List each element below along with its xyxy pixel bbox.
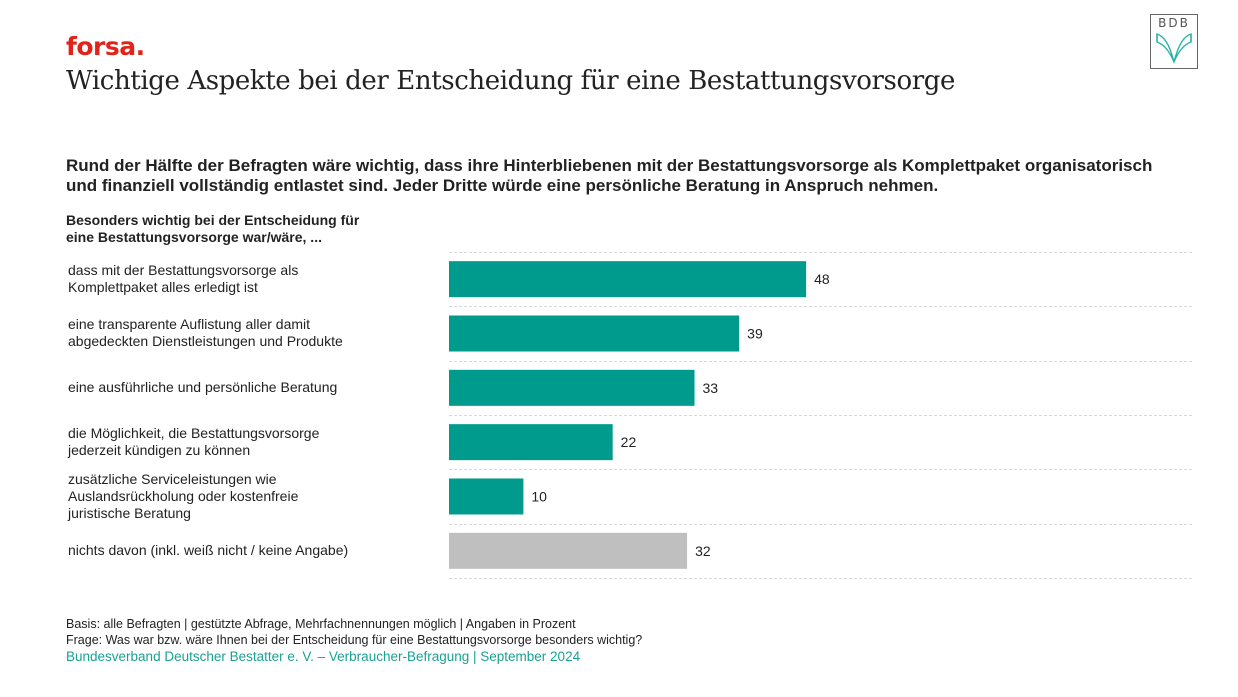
footer-question: Frage: Was war bzw. wäre Ihnen bei der E…: [66, 633, 643, 647]
footer-source: Bundesverband Deutscher Bestatter e. V. …: [66, 649, 581, 664]
bdb-logo: BDB: [1150, 14, 1198, 69]
category-label: dass mit der Bestattungsvorsorge als Komp…: [68, 252, 438, 306]
bar: [449, 424, 613, 461]
category-label-line: die Möglichkeit, die Bestattungsvorsorge: [68, 425, 320, 442]
headline: Rund der Hälfte der Befragten wäre wicht…: [66, 156, 1153, 195]
bar: [449, 315, 740, 352]
data-label: 10: [531, 488, 547, 504]
data-label: 32: [695, 543, 711, 559]
data-label: 39: [747, 325, 763, 341]
chart-subheading: Besonders wichtig bei der Entscheidung f…: [66, 212, 359, 246]
category-label-line: Komplettpaket alles erledigt ist: [68, 279, 258, 296]
category-label: die Möglichkeit, die Bestattungsvorsorge…: [68, 415, 438, 469]
footer-basis: Basis: alle Befragten | gestützte Abfrag…: [66, 617, 576, 631]
category-label: nichts davon (inkl. weiß nicht / keine A…: [68, 523, 438, 577]
bdb-logo-text: BDB: [1158, 16, 1190, 30]
open-book-icon: [1156, 33, 1192, 64]
category-label-line: eine ausführliche und persönliche Beratu…: [68, 379, 338, 396]
category-labels: dass mit der Bestattungsvorsorge als Komp…: [68, 252, 438, 578]
forsa-logo: forsa.: [66, 32, 145, 61]
data-label: 48: [814, 271, 830, 287]
category-label-line: zusätzliche Serviceleistungen wie: [68, 470, 277, 487]
category-label-line: eine transparente Auflistung aller damit: [68, 316, 311, 333]
category-label: zusätzliche Serviceleistungen wie Ausland…: [68, 469, 438, 523]
bar: [449, 532, 688, 569]
data-label: 22: [621, 434, 637, 450]
bar: [449, 478, 524, 515]
bar: [449, 261, 807, 298]
category-label-line: Auslandsrückholung oder kostenfreie: [68, 487, 299, 504]
page-title: Wichtige Aspekte bei der Entscheidung fü…: [66, 66, 955, 96]
category-label-line: jederzeit kündigen zu können: [68, 442, 251, 459]
category-label: eine transparente Auflistung aller damit…: [68, 306, 438, 360]
category-label-line: nichts davon (inkl. weiß nicht / keine A…: [68, 542, 349, 559]
subheading-line: Besonders wichtig bei der Entscheidung f…: [66, 212, 360, 228]
category-label-line: juristische Beratung: [68, 504, 191, 521]
footer: Basis: alle Befragten | gestützte Abfrag…: [66, 616, 642, 666]
category-label: eine ausführliche und persönliche Beratu…: [68, 361, 438, 415]
data-label: 33: [703, 380, 719, 396]
category-label-line: dass mit der Bestattungsvorsorge als: [68, 262, 299, 279]
category-label-line: abgedeckten Dienstleistungen und Produkt…: [68, 333, 343, 350]
bar: [449, 369, 695, 406]
subheading-line: eine Bestattungsvorsorge war/wäre, ...: [66, 229, 322, 245]
